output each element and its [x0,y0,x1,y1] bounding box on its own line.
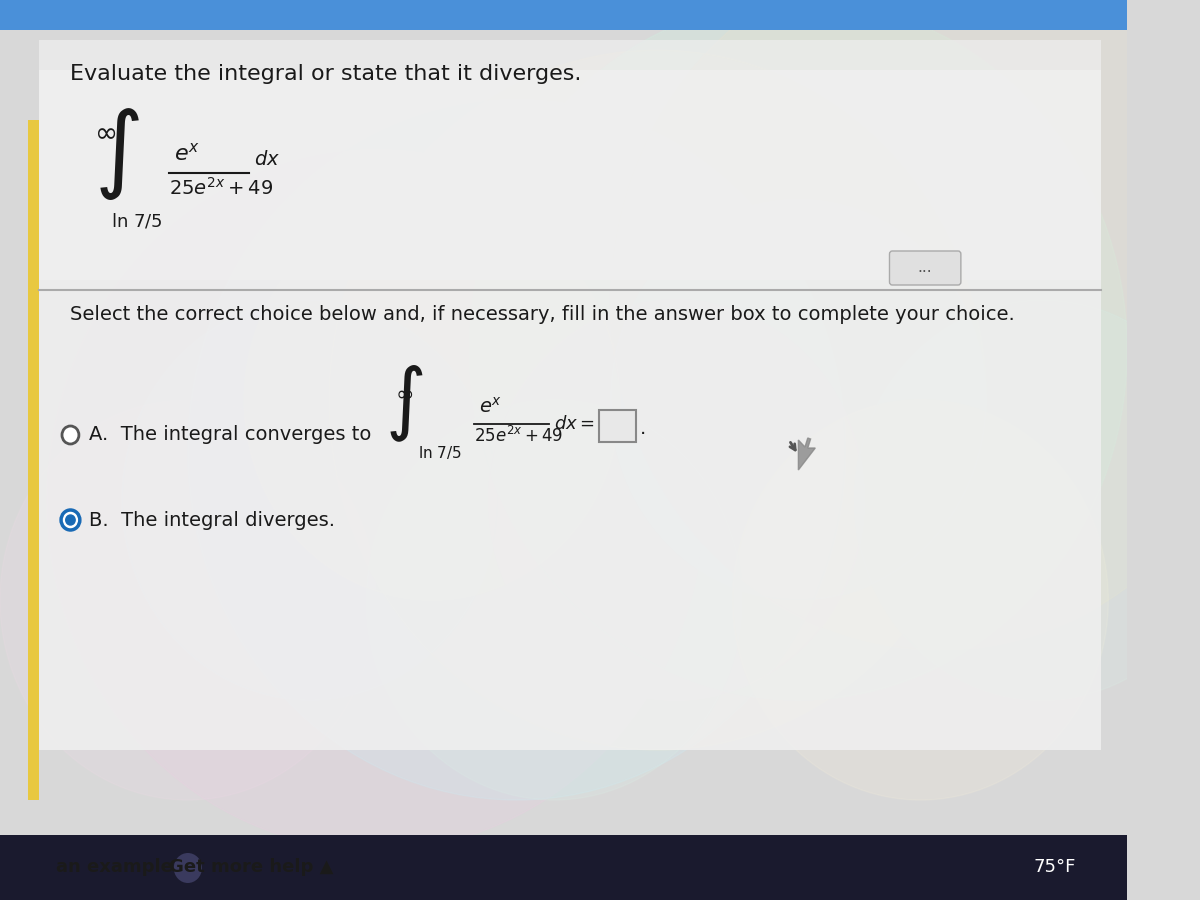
FancyBboxPatch shape [28,120,40,800]
Circle shape [122,300,498,700]
Text: A.  The integral converges to: A. The integral converges to [89,426,372,445]
Circle shape [366,400,742,800]
Text: B.  The integral diverges.: B. The integral diverges. [89,510,335,529]
Circle shape [611,200,986,600]
Text: $\infty$: $\infty$ [94,118,116,146]
Text: $\infty$: $\infty$ [395,384,413,404]
Circle shape [611,0,1200,650]
Text: $.$: $.$ [638,418,650,437]
FancyBboxPatch shape [40,70,1100,750]
Circle shape [47,150,704,850]
Text: $dx$: $dx$ [253,150,280,169]
Text: $25e^{2x}+49$: $25e^{2x}+49$ [169,177,274,199]
Text: $\ln\,7/5$: $\ln\,7/5$ [110,212,162,231]
FancyBboxPatch shape [889,251,961,285]
Text: $e^x$: $e^x$ [174,142,199,164]
FancyBboxPatch shape [599,410,636,442]
Circle shape [61,510,80,530]
Circle shape [174,853,202,883]
Circle shape [488,300,864,700]
FancyBboxPatch shape [0,835,1127,900]
Text: $25e^{2x}+49$: $25e^{2x}+49$ [474,426,564,446]
FancyBboxPatch shape [40,40,1100,280]
Text: ...: ... [918,260,932,275]
Circle shape [66,515,76,525]
Text: an example: an example [56,858,173,876]
Text: $\ln\,7/5$: $\ln\,7/5$ [418,444,462,461]
Text: Select the correct choice below and, if necessary, fill in the answer box to com: Select the correct choice below and, if … [71,305,1015,324]
Polygon shape [798,438,815,470]
Circle shape [0,400,376,800]
Circle shape [854,300,1200,700]
Text: $\int$: $\int$ [94,106,139,202]
Text: $dx =$: $dx =$ [554,415,595,433]
Circle shape [733,400,1109,800]
Circle shape [245,200,620,600]
Text: $e^x$: $e^x$ [479,397,502,417]
FancyBboxPatch shape [0,0,1127,30]
Text: $\int$: $\int$ [385,364,424,444]
Circle shape [62,426,79,444]
Circle shape [188,100,845,800]
Text: 75°F: 75°F [1033,858,1075,876]
Text: Get more help ▲: Get more help ▲ [169,858,334,876]
Circle shape [329,50,986,750]
Text: Evaluate the integral or state that it diverges.: Evaluate the integral or state that it d… [71,64,582,84]
Circle shape [469,0,1127,700]
